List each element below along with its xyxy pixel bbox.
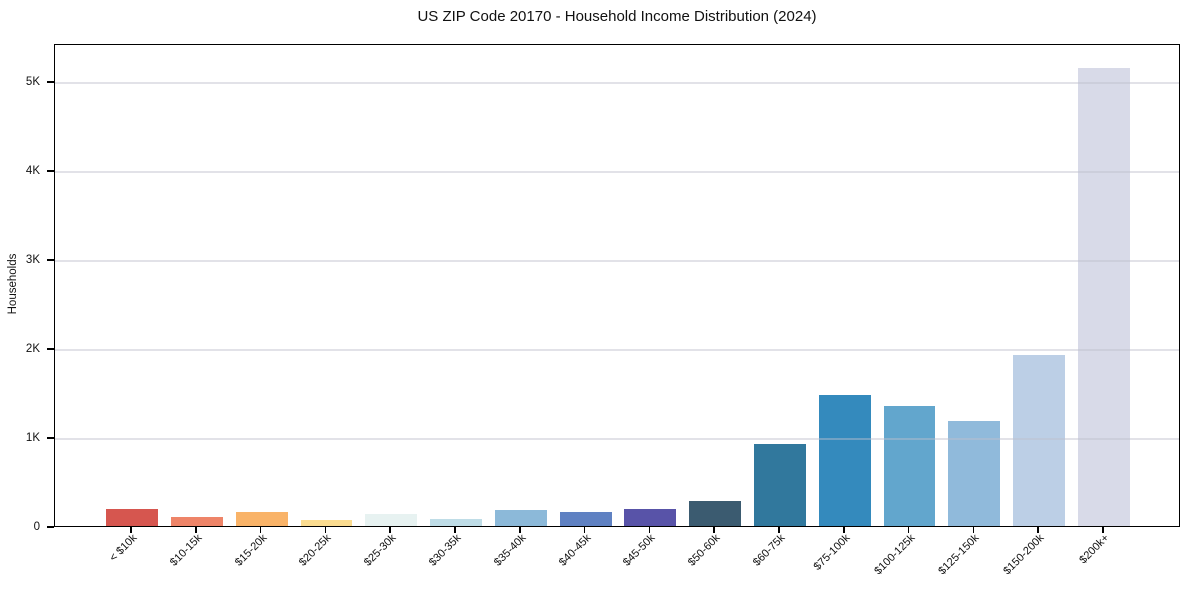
x-tick-mark <box>519 527 521 533</box>
gridline <box>55 349 1179 351</box>
x-tick-mark <box>972 527 975 533</box>
y-tick-label: 0 <box>33 521 40 533</box>
plot-area <box>54 44 1180 527</box>
y-tick-label: 2K <box>25 343 40 356</box>
x-tick-mark <box>648 527 651 533</box>
y-tick-mark <box>47 170 54 172</box>
y-tick-mark <box>47 437 54 439</box>
bar-$20-25k <box>300 519 353 526</box>
y-tick-label: 3K <box>25 254 40 267</box>
x-tick-mark <box>583 527 586 533</box>
bar-$10-15k <box>170 517 223 526</box>
gridline <box>55 82 1179 84</box>
gridline <box>55 438 1179 440</box>
bar-$15-20k <box>235 511 288 526</box>
bar-$40-45k <box>559 512 612 526</box>
x-tick-mark <box>1102 527 1104 533</box>
x-tick-mark <box>259 527 262 533</box>
y-tick-label: 4K <box>25 165 40 178</box>
x-tick-mark <box>713 527 715 533</box>
bar-$150-200k <box>1013 355 1066 526</box>
y-tick-mark <box>47 259 54 261</box>
bar-$125-150k <box>948 421 1001 526</box>
x-tick-mark <box>907 527 910 533</box>
bar-$60-75k <box>754 444 806 526</box>
y-tick-mark <box>47 81 54 83</box>
y-tick-mark <box>47 526 54 528</box>
bar-$75-100k <box>818 395 871 526</box>
x-tick-mark <box>454 527 456 533</box>
bar-$45-50k <box>624 508 677 526</box>
chart-title: US ZIP Code 20170 - Household Income Dis… <box>417 8 817 25</box>
x-tick-mark <box>130 527 132 533</box>
bar-$50-60k <box>689 500 742 526</box>
x-tick-mark <box>778 527 780 533</box>
bar-< $10k <box>106 508 158 526</box>
y-tick-mark <box>47 348 54 350</box>
x-tick-mark <box>843 527 845 533</box>
gridline <box>55 171 1179 173</box>
y-tick-label: 5K <box>25 76 40 89</box>
y-tick-label: 1K <box>25 432 40 445</box>
x-tick-mark <box>389 527 391 533</box>
bar-$30-35k <box>430 518 482 526</box>
bar-$35-40k <box>494 509 547 526</box>
bar-$25-30k <box>365 514 418 526</box>
bar-$200k+ <box>1077 67 1130 526</box>
bar-$100-125k <box>883 405 936 526</box>
x-tick-mark <box>1037 527 1039 533</box>
x-tick-mark <box>324 527 327 533</box>
gridline <box>55 260 1179 262</box>
x-tick-label: < $10k <box>107 532 140 565</box>
x-tick-mark <box>195 527 197 533</box>
